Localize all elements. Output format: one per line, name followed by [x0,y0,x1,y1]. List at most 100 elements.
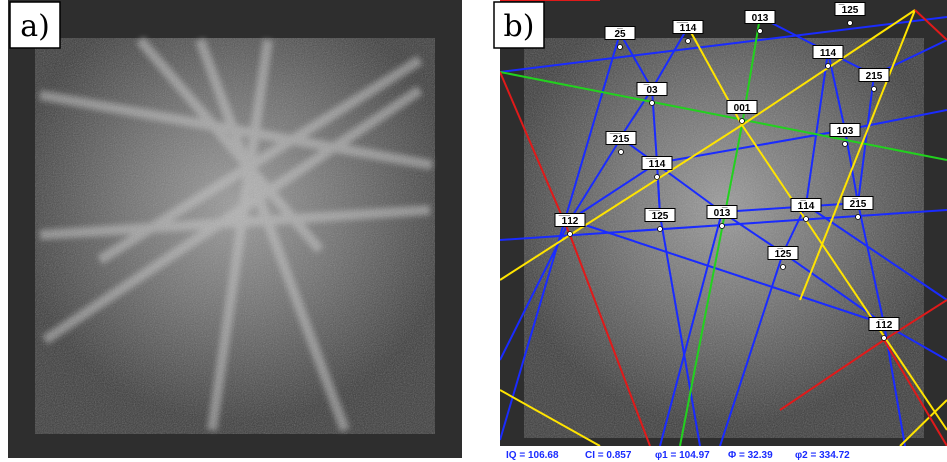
pole-label: ̅125 [839,4,859,16]
pole-marker [685,38,691,44]
pole-marker [567,231,573,237]
band-line [719,252,784,446]
pole-label: 114 [820,48,837,59]
status-iq: IQ = 106.68 [506,450,559,461]
pole-label: 1̅25 [775,248,792,260]
band-line [799,9,916,301]
band-line [569,137,622,221]
pole-label-box [842,196,874,210]
band-line [500,32,621,441]
pole-label-box [672,20,704,34]
blue-band-lines [500,16,947,446]
band-line [805,51,829,206]
band-line [883,339,947,446]
pole-marker [617,44,623,50]
pole-label: 103 [837,126,854,137]
band-line [844,109,947,131]
pole-label-box [858,68,890,82]
pole-label-box [604,26,636,40]
panel-b-label: b) [504,9,535,44]
band-line [619,88,653,139]
band-line [659,214,701,446]
pole-label-box [644,208,676,222]
pole-label-box [834,2,866,16]
band-line [500,71,571,236]
panel-a-image: a) [8,0,462,458]
pole-label-box [767,246,799,260]
panel-b-label-box [493,1,545,49]
pole-label-box [790,198,822,212]
band-line [500,16,947,73]
status-Phi: Φ = 32.39 [728,450,773,461]
red-band-lines [500,0,947,446]
band-line [899,399,947,446]
band-line [679,124,743,446]
band-line [619,32,653,90]
band-line [779,339,885,411]
panel-b-image: 2̅5̅1̅14 013̅125 114̅03 001 215̅2̅15 103̅1̅14… [493,0,947,462]
band-line [659,211,723,446]
pole-marker [654,174,660,180]
pole-marker [803,216,809,222]
pole-label-box [641,156,673,170]
pole-label: ̅2̅15 [610,133,630,145]
pole-label-box [605,131,637,145]
pole-marker [842,141,848,147]
panel-a: a) [0,0,470,462]
pole-label: ̅1̅12 [559,215,579,227]
pole-label-box [812,45,844,59]
pole-marker [719,223,725,229]
svg-text:IQ = 106.68 CI = 0.857: IQ = 106.68 CI = 0.857 φ1 = 104.97 Φ = 3… [506,450,850,461]
band-line [500,234,571,281]
pole-marker [825,63,831,69]
band-line [805,204,947,301]
pole-label-box [554,213,586,227]
status-phi1: φ1 = 104.97 [655,450,710,461]
pole-label-box [706,205,738,219]
pole-marker [757,28,763,34]
pole-marker [739,118,745,124]
band-line [500,71,947,161]
pole-label: 01̅3 [714,207,731,219]
band-line [914,9,947,41]
band-line [620,137,723,213]
pole-label-box [868,317,900,331]
pole-marker [649,100,655,106]
pole-marker [780,264,786,270]
pole-label: 215 [866,71,883,82]
band-line [741,124,947,431]
pole-label: 1̅14 [798,200,815,212]
band-line [857,74,875,204]
band-line [500,389,601,446]
pole-marker [847,20,853,26]
pole-label: ̅1̅25 [649,210,669,222]
pole-label: ̅1̅14 [646,158,666,170]
band-line [656,162,661,216]
pole-label-box [744,10,776,24]
panel-a-label: a) [20,9,50,44]
indexed-bands [500,0,947,446]
pole-label: 2̅15 [850,198,867,210]
pole-label: 2̅5 [614,28,626,40]
pole-labels: 2̅5̅1̅14 013̅125 114̅03 001 215̅2̅15 103̅1̅14… [554,2,900,341]
pole-label-box [636,82,668,96]
band-line [721,202,859,213]
pole-label-box [726,100,758,114]
panel-b: 2̅5̅1̅14 013̅125 114̅03 001 215̅2̅15 103̅1̅14… [492,0,947,462]
panel-a-label-box [9,1,61,49]
band-line [569,162,658,221]
status-ci: CI = 0.857 [585,450,632,461]
pole-marker [871,86,877,92]
pole-label: ̅1̅14 [677,22,697,34]
band-line [883,299,947,341]
status-phi2: φ2 = 334.72 [795,450,850,461]
band-line [857,202,885,325]
pole-marker [657,226,663,232]
band-line [569,219,885,325]
pole-label: ̅03 [643,84,658,96]
pole-label-box [829,123,861,137]
band-line [569,234,651,446]
band-line [656,129,846,164]
status-bar [500,446,947,462]
pole-label: 001 [734,103,751,114]
